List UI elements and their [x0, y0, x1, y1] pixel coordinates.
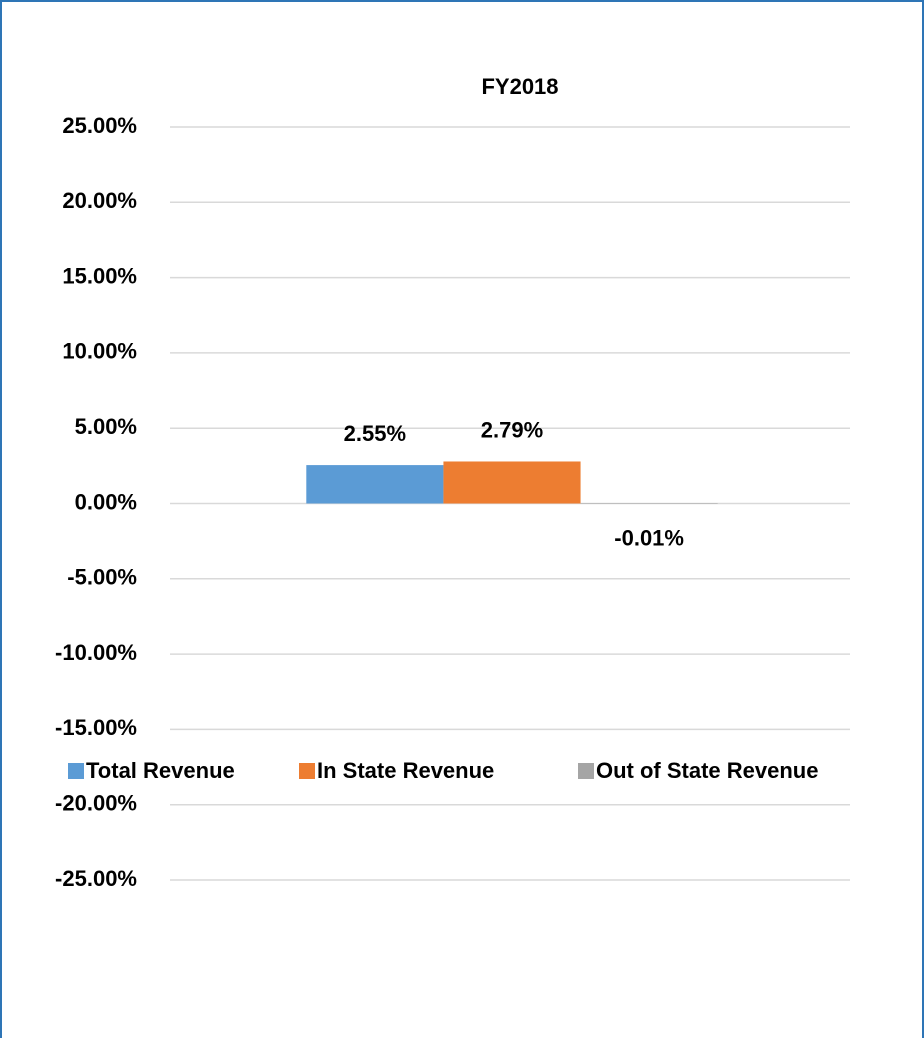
data-label: 2.55%: [344, 421, 406, 446]
y-tick-label: 20.00%: [62, 188, 137, 213]
bar: [580, 503, 718, 504]
y-tick-label: -10.00%: [55, 640, 137, 665]
y-tick-label: 25.00%: [62, 113, 137, 138]
y-tick-label: -20.00%: [55, 791, 137, 816]
y-tick-label: 15.00%: [62, 263, 137, 288]
legend-label: Total Revenue: [86, 758, 235, 783]
y-tick-label: 10.00%: [62, 339, 137, 364]
data-label: 2.79%: [481, 417, 543, 442]
legend-swatch: [68, 763, 84, 779]
y-tick-label: 0.00%: [75, 489, 137, 514]
bar: [306, 465, 444, 504]
y-tick-label: -15.00%: [55, 715, 137, 740]
y-tick-label: -25.00%: [55, 866, 137, 891]
bar: [443, 461, 581, 504]
category-label: FY2018: [481, 74, 558, 99]
legend-swatch: [578, 763, 594, 779]
y-tick-label: -5.00%: [67, 565, 137, 590]
data-label: -0.01%: [614, 525, 684, 550]
legend-swatch: [299, 763, 315, 779]
y-tick-label: 5.00%: [75, 414, 137, 439]
legend-label: In State Revenue: [317, 758, 494, 783]
legend-label: Out of State Revenue: [596, 758, 818, 783]
